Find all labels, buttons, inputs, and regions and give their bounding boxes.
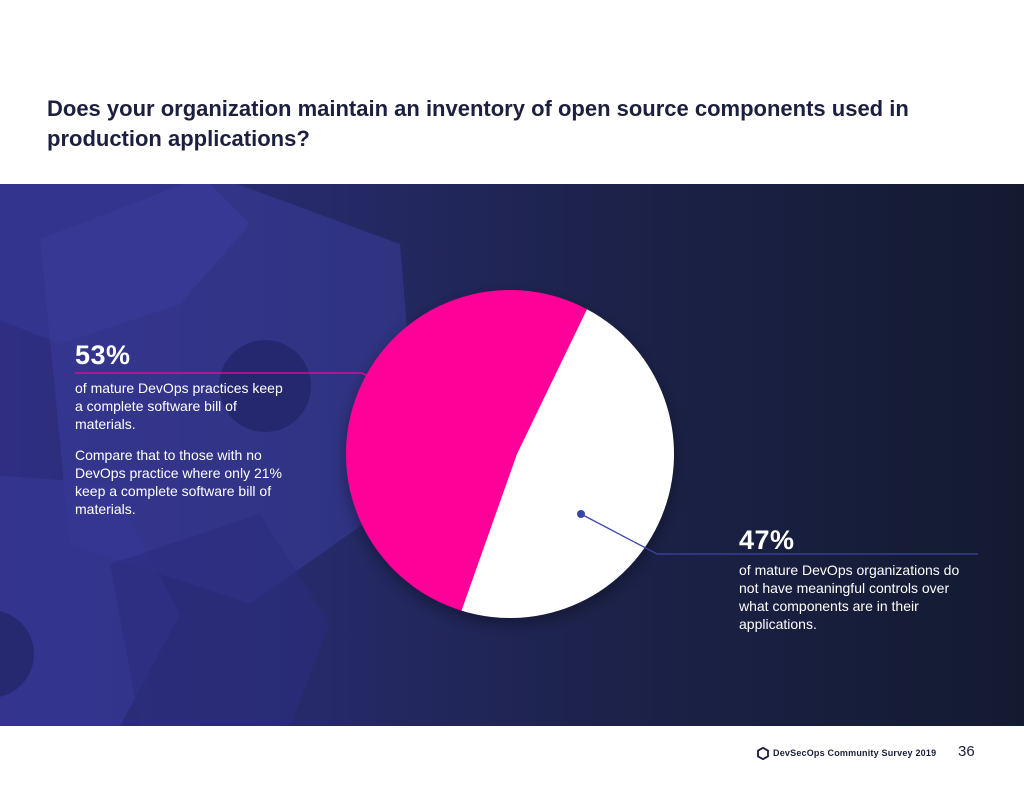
pie-slice-no-controls: [461, 309, 675, 618]
chart-panel: 53% of mature DevOps practices keep a co…: [0, 184, 1024, 726]
footer-brand-text: DevSecOps Community Survey 2019: [773, 748, 937, 758]
right-leader-line: [580, 513, 978, 555]
left-leader-dot: [444, 414, 452, 422]
footer-brand-mark: DevSecOps Community Survey 2019: [757, 745, 936, 761]
page-number: 36: [958, 743, 975, 760]
right-stat-description: of mature DevOps organizations do not ha…: [739, 562, 960, 632]
pie-chart: [75, 290, 978, 618]
left-leader-line: [75, 372, 449, 419]
left-stat-comparison: Compare that to those with no DevOps pra…: [75, 447, 282, 517]
hexagon-logo-icon: [757, 746, 769, 760]
page-title: Does your organization maintain an inven…: [47, 96, 909, 151]
right-leader-dot: [577, 510, 585, 518]
left-stat-description: of mature DevOps practices keep a comple…: [75, 380, 283, 432]
background-hexagons: [0, 184, 420, 726]
pie-slice-bill-of-materials: [346, 290, 587, 611]
left-stat-value: 53%: [75, 340, 131, 370]
right-stat-value: 47%: [739, 525, 795, 555]
